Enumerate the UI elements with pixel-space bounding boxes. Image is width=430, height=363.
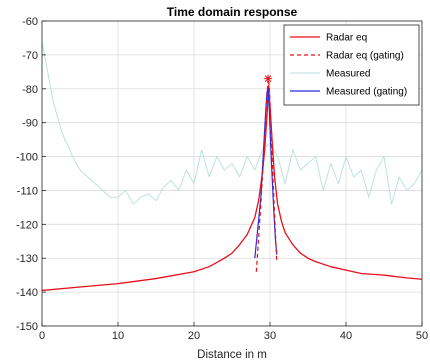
x-tick-label: 50: [416, 330, 428, 342]
x-tick-label: 40: [340, 330, 352, 342]
legend-label: Measured: [326, 69, 370, 80]
x-tick-label: 30: [264, 330, 276, 342]
y-tick-label: -120: [16, 219, 38, 231]
x-axis-label: Distance in m: [197, 349, 267, 361]
y-tick-label: -130: [16, 253, 38, 265]
x-tick-label: 20: [188, 330, 200, 342]
axis-ticks: 0 10 20 30 40 50 -150 -140 -130 -120 -110 -100 -90 -8…: [16, 16, 428, 342]
y-tick-label: -80: [22, 84, 38, 96]
y-tick-label: -110: [17, 185, 38, 197]
legend: Radar eq Radar eq (gating) Measured Measure…: [283, 24, 420, 106]
chart-title: Time domain response: [167, 5, 298, 19]
y-tick-label: -140: [16, 287, 38, 299]
legend-label: Measured (gating): [326, 87, 407, 98]
series-layer: [42, 41, 422, 292]
y-tick-label: -100: [16, 152, 38, 164]
peak-marker: [264, 74, 273, 83]
axes-box: [41, 20, 423, 327]
y-tick-label: -90: [22, 118, 38, 130]
x-tick-label: 10: [112, 330, 124, 342]
legend-label: Radar eq: [326, 33, 367, 44]
x-tick-label: 0: [39, 330, 45, 342]
y-tick-label: -150: [16, 321, 38, 333]
legend-box: [283, 24, 420, 106]
y-tick-label: -60: [22, 16, 38, 28]
legend-label: Radar eq (gating): [326, 51, 404, 62]
measured-line: [42, 41, 422, 205]
y-tick-label: -70: [22, 50, 38, 62]
